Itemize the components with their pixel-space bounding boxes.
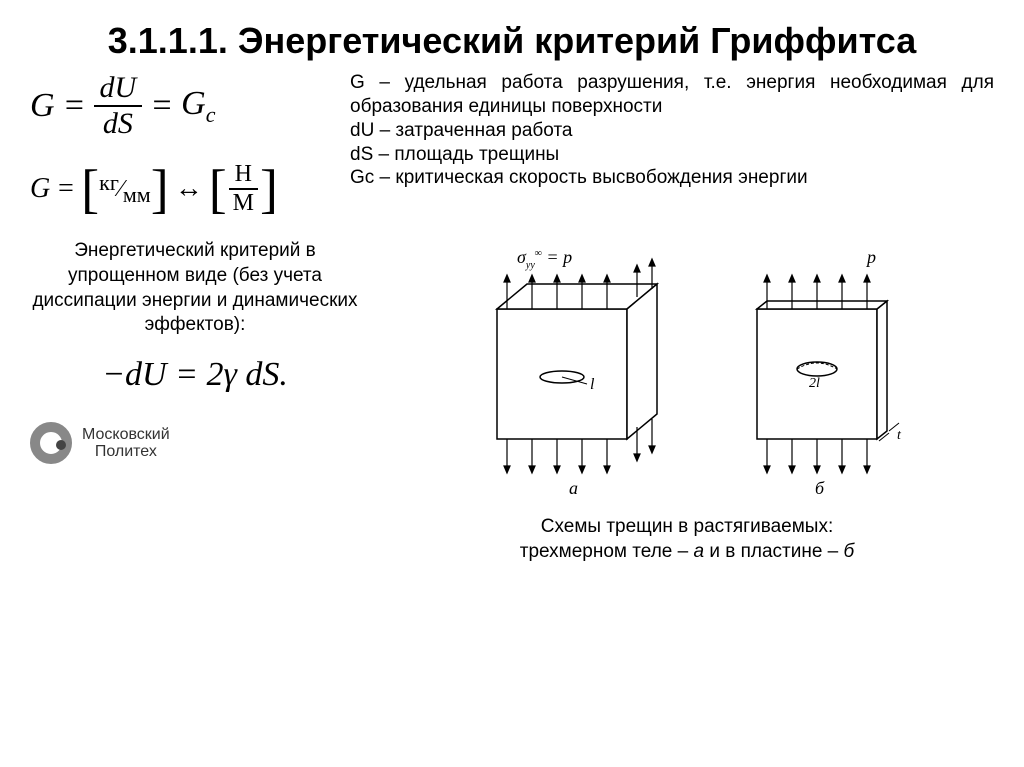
def-ds: dS – площадь трещины bbox=[350, 143, 994, 167]
a-label: а bbox=[569, 478, 578, 498]
two-l-label: 2l bbox=[809, 376, 820, 391]
t-label: t bbox=[897, 428, 902, 443]
simplified-label: Энергетический критерий в упрощенном вид… bbox=[30, 239, 360, 338]
logo-ring-icon bbox=[30, 422, 72, 464]
def-du: dU – затраченная работа bbox=[350, 119, 994, 143]
formula-g-definition: G = dU dS = Gc bbox=[30, 71, 330, 141]
sigma-label: σyy∞ = p bbox=[517, 247, 572, 271]
formula-simplified: −dU = 2γ dS. bbox=[30, 356, 360, 394]
p-label: p bbox=[865, 247, 876, 267]
upper-row: G = dU dS = Gc G = [ кг⁄мм ] ↔ [ Н М bbox=[30, 71, 994, 217]
logo-text: Московский Политех bbox=[82, 426, 170, 461]
slide-title: 3.1.1.1. Энергетический критерий Гриффит… bbox=[30, 20, 994, 61]
l-label: l bbox=[590, 376, 595, 393]
definitions-block: G – удельная работа разрушения, т.е. эне… bbox=[350, 71, 994, 217]
denominator: dS bbox=[97, 107, 139, 141]
lower-row: Энергетический критерий в упрощенном вид… bbox=[30, 239, 994, 564]
fraction: dU dS bbox=[94, 71, 143, 141]
def-g: G – удельная работа разрушения, т.е. эне… bbox=[350, 71, 994, 119]
units-lhs: G bbox=[30, 173, 50, 205]
arrow-icon: ↔ bbox=[175, 173, 203, 205]
gc-c: c bbox=[206, 102, 216, 127]
bracket-n-m: [ Н М ] bbox=[209, 161, 278, 217]
bracket-kg-mm: [ кг⁄мм ] bbox=[81, 165, 169, 213]
formula1-lhs: G bbox=[30, 87, 55, 125]
formulas-block: G = dU dS = Gc G = [ кг⁄мм ] ↔ [ Н М bbox=[30, 71, 330, 217]
numerator: dU bbox=[94, 71, 143, 107]
def-gc: Gc – критическая скорость высвобождения … bbox=[350, 166, 994, 190]
crack-diagram: l σyy∞ = p bbox=[447, 239, 927, 509]
logo-block: Московский Политех bbox=[30, 422, 360, 464]
simplified-block: Энергетический критерий в упрощенном вид… bbox=[30, 239, 360, 564]
diagram-caption: Схемы трещин в растягиваемых: трехмерном… bbox=[520, 515, 854, 564]
b-label: б bbox=[815, 478, 825, 498]
diagrams-block: l σyy∞ = p bbox=[380, 239, 994, 564]
formula-units: G = [ кг⁄мм ] ↔ [ Н М ] bbox=[30, 161, 330, 217]
gc-g: G bbox=[181, 85, 206, 122]
